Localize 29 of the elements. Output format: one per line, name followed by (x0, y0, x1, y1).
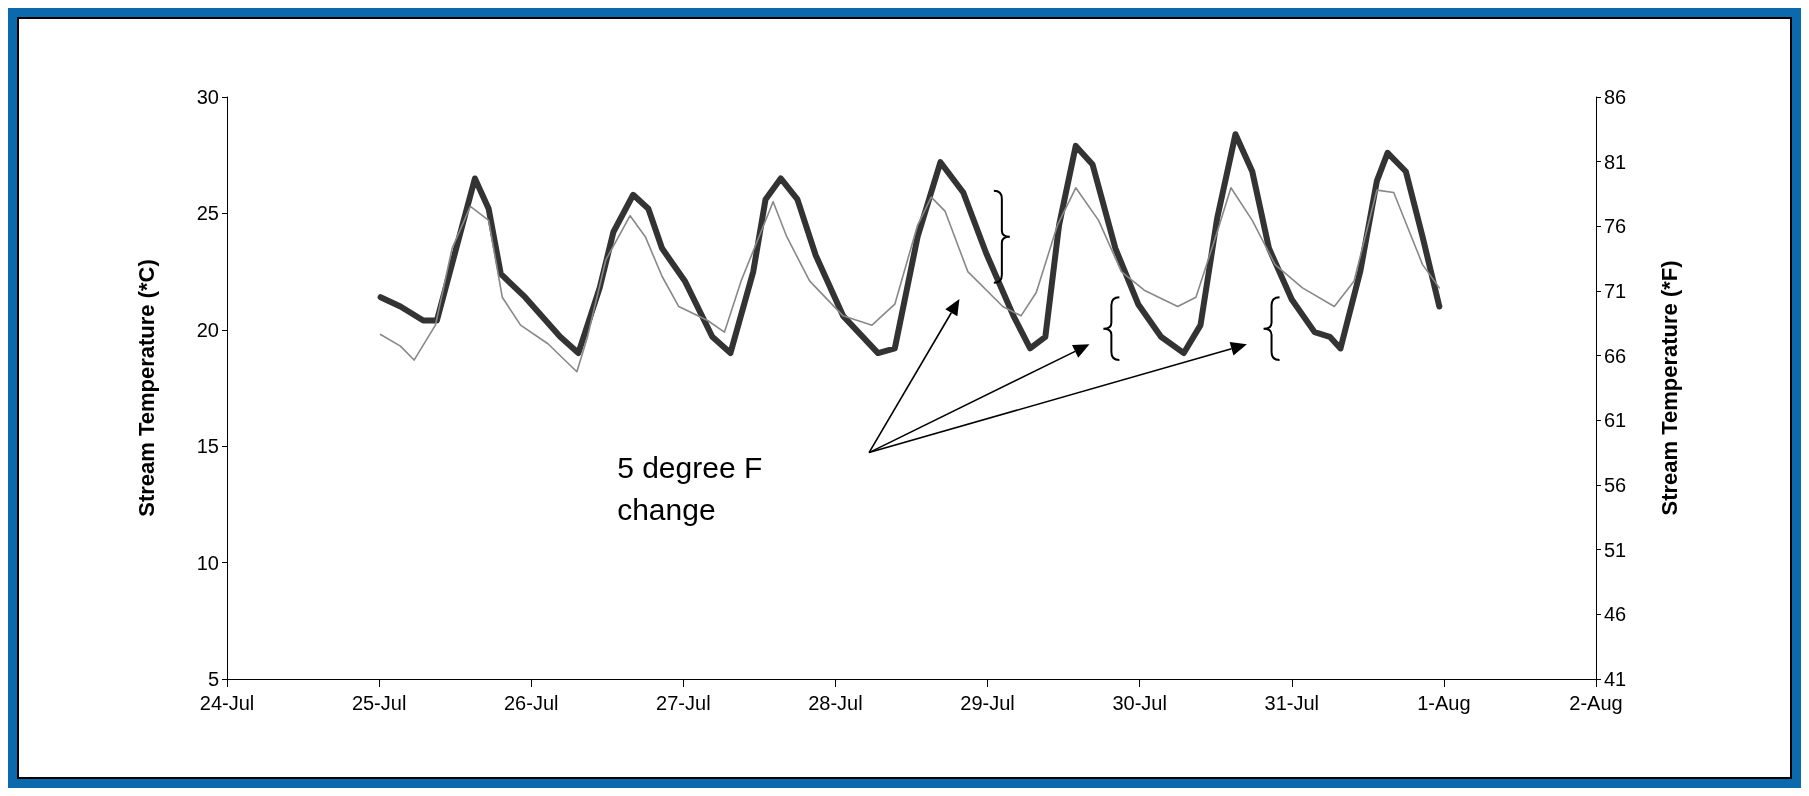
y-tick-label: 20 (196, 318, 219, 341)
y2-axis-title: Stream Temperature (*F) (1656, 260, 1682, 516)
y-tick-label: 30 (196, 86, 219, 108)
x-tick-label: 31-Jul (1264, 692, 1320, 714)
y-axis-title: Stream Temperature (*C) (133, 259, 159, 517)
y2-tick-label: 46 (1604, 603, 1627, 626)
y-tick-label: 15 (196, 435, 219, 458)
y2-tick-label: 56 (1604, 474, 1627, 496)
annotation: 5 degree F change (617, 450, 771, 526)
y2-tick-label: 61 (1604, 409, 1627, 432)
y2-tick-label: 51 (1604, 538, 1627, 561)
x-tick-label: 25-Jul (351, 692, 407, 714)
y2-tick-label: 66 (1604, 344, 1627, 367)
y-tick-label: 5 (207, 668, 219, 690)
y-tick-label: 25 (196, 202, 219, 225)
x-tick-label: 1-Aug (1417, 692, 1471, 714)
x-tick-label: 2-Aug (1569, 692, 1623, 714)
x-tick-label: 30-Jul (1112, 692, 1167, 714)
y-tick-label: 10 (196, 551, 219, 574)
x-tick-label: 29-Jul (960, 692, 1015, 714)
x-tick-label: 27-Jul (656, 692, 711, 714)
y2-tick-label: 86 (1604, 86, 1627, 108)
y2-tick-label: 76 (1604, 215, 1627, 238)
y2-tick-label: 81 (1604, 150, 1627, 173)
y2-tick-label: 41 (1604, 668, 1627, 690)
x-tick-label: 24-Jul (199, 692, 255, 714)
x-tick-label: 26-Jul (503, 692, 559, 714)
x-tick-label: 28-Jul (808, 692, 863, 714)
y2-tick-label: 71 (1604, 280, 1627, 302)
